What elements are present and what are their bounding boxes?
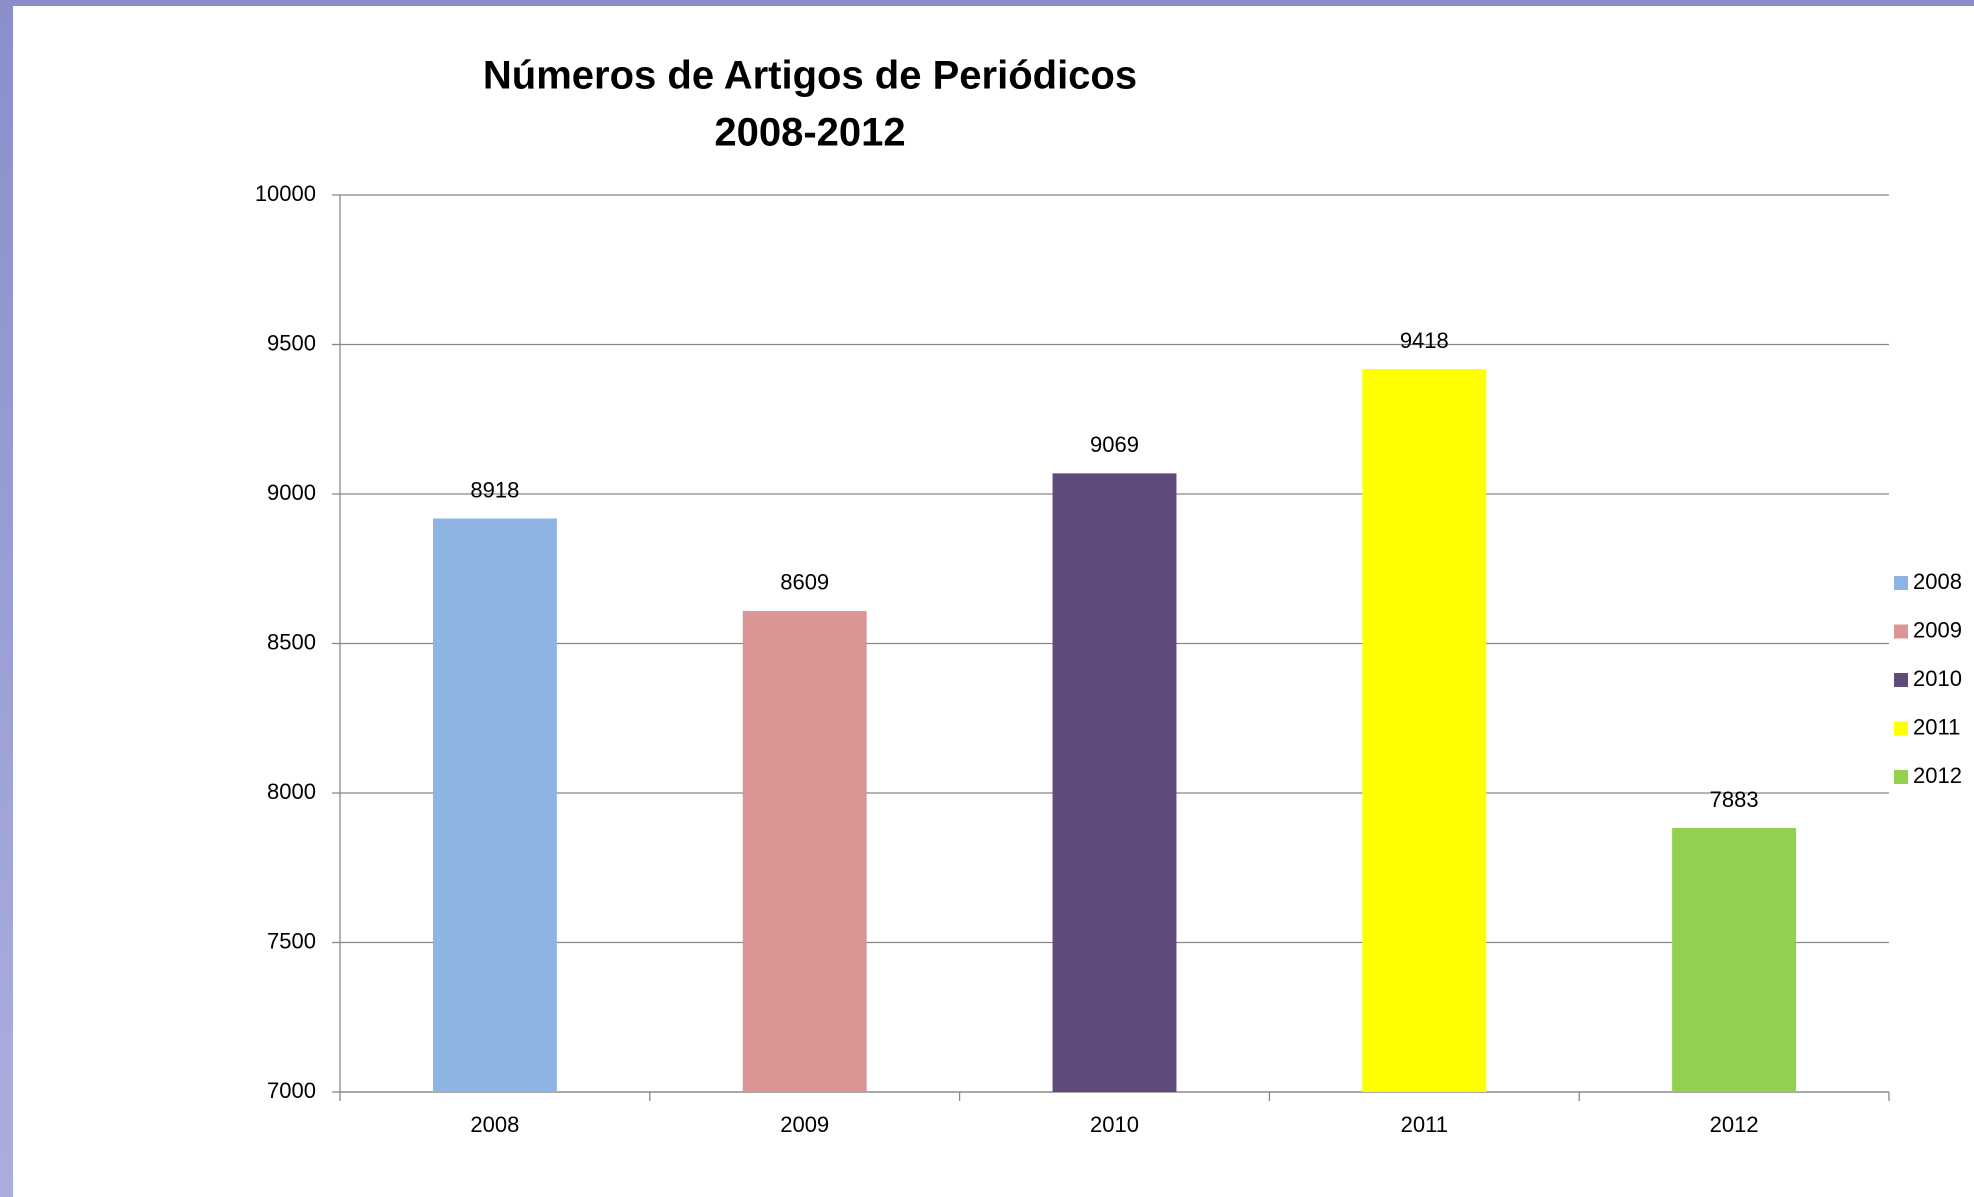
y-tick-label: 7000: [267, 1078, 316, 1103]
side-strip: [0, 0, 13, 1197]
x-tick-label: 2008: [470, 1112, 519, 1137]
value-label: 8918: [470, 477, 519, 502]
y-tick-label: 9000: [267, 480, 316, 505]
y-tick-label: 10000: [255, 181, 316, 206]
y-tick-label: 8500: [267, 629, 316, 654]
bar: [1052, 473, 1177, 1092]
legend-swatch: [1894, 770, 1908, 784]
bar: [742, 610, 867, 1092]
y-tick-label: 8000: [267, 779, 316, 804]
top-strip: [0, 0, 1974, 6]
x-tick-label: 2011: [1401, 1112, 1448, 1137]
x-tick-label: 2009: [780, 1112, 829, 1137]
legend-swatch: [1894, 624, 1908, 639]
legend-swatch: [1894, 721, 1908, 736]
chart-title: Números de Artigos de Periódicos: [483, 54, 1137, 98]
value-label: 8609: [780, 570, 829, 595]
x-tick-label: 2012: [1710, 1112, 1759, 1137]
legend-swatch: [1894, 673, 1908, 687]
value-label: 9069: [1090, 432, 1139, 457]
legend-swatch: [1894, 576, 1908, 590]
legend-label: 2008: [1913, 569, 1962, 594]
legend-label: 2011: [1913, 714, 1960, 739]
value-label: 9418: [1400, 328, 1449, 353]
bar: [1672, 827, 1797, 1092]
legend-label: 2010: [1913, 666, 1962, 691]
legend-label: 2009: [1913, 617, 1962, 642]
bar: [1362, 369, 1487, 1092]
chart-subtitle: 2008-2012: [714, 111, 905, 155]
y-tick-label: 9500: [267, 330, 316, 355]
value-label: 7883: [1710, 787, 1759, 812]
bar: [432, 518, 557, 1092]
legend-label: 2012: [1913, 763, 1962, 788]
x-tick-label: 2010: [1090, 1112, 1139, 1137]
y-tick-label: 7500: [267, 928, 316, 953]
